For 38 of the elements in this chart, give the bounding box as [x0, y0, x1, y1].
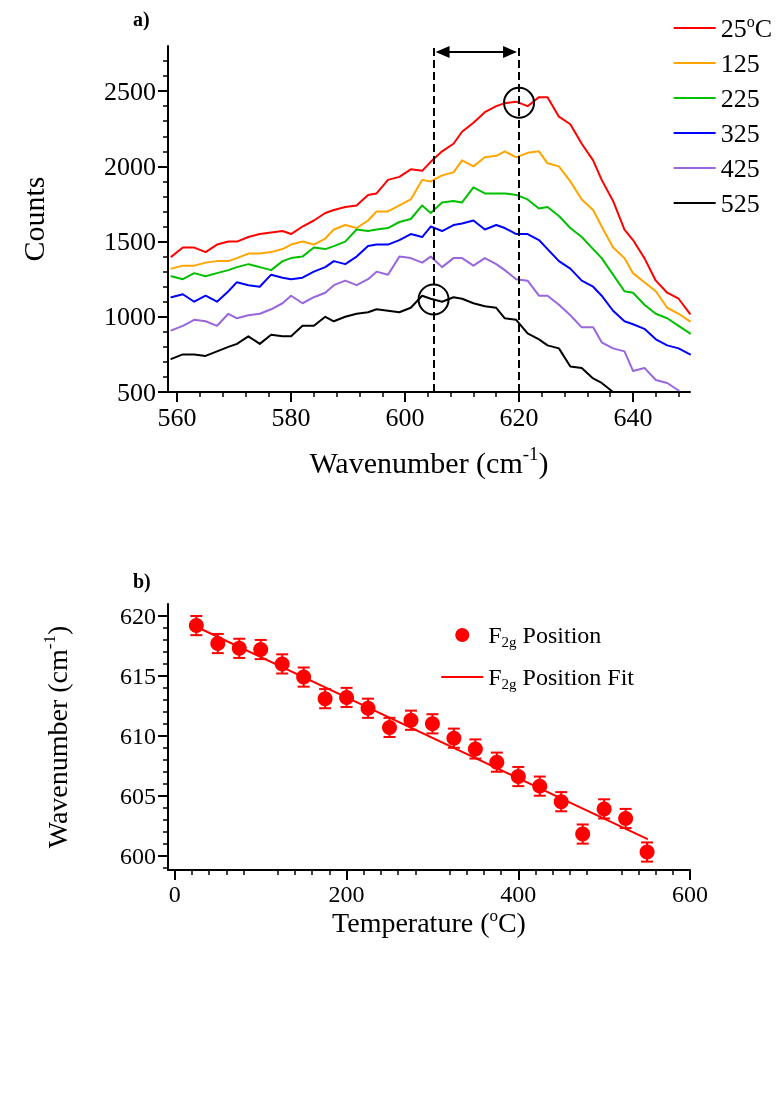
- y-axis-title: Wavenumber (cm-1): [40, 625, 73, 849]
- x-tick-label: 580: [271, 402, 311, 432]
- x-tick-label: 0: [168, 881, 181, 907]
- y-tick-label: 1500: [104, 227, 156, 257]
- x-tick-label: 560: [157, 402, 197, 432]
- legend-label: 125: [720, 48, 760, 78]
- point: [510, 769, 526, 785]
- point: [210, 636, 226, 652]
- x-tick-label: 620: [499, 402, 539, 432]
- y-tick-label: 600: [120, 842, 156, 869]
- y-axis-title: Counts: [16, 176, 50, 262]
- x-tick-label: 600: [672, 881, 708, 907]
- point: [188, 618, 204, 634]
- y-tick-label: 605: [120, 782, 156, 809]
- legend-label: 525: [720, 188, 760, 218]
- y-tick-label: 2500: [104, 76, 156, 106]
- line-series: [170, 150, 691, 323]
- chart-title: a): [133, 8, 150, 31]
- x-tick-label: 600: [385, 402, 425, 432]
- legend-label: 225: [720, 83, 760, 113]
- y-tick-label: 500: [117, 377, 156, 407]
- x-tick-label: 640: [613, 402, 653, 432]
- point: [253, 642, 269, 658]
- y-tick-label: 620: [120, 602, 156, 629]
- x-tick-label: 400: [500, 881, 537, 907]
- point: [339, 689, 355, 705]
- legend-label: 425: [720, 153, 760, 183]
- point: [618, 810, 634, 826]
- chart-title: b): [133, 570, 151, 593]
- y-tick-label: 615: [120, 662, 156, 689]
- line-series: [170, 219, 691, 356]
- line-series: [170, 96, 691, 315]
- y-tick-label: 610: [120, 722, 156, 749]
- x-tick-label: 200: [328, 881, 365, 907]
- y-tick-label: 2000: [104, 151, 156, 181]
- line-series: [170, 186, 691, 335]
- legend-label: 325: [720, 118, 760, 148]
- y-tick-label: 1000: [104, 302, 156, 332]
